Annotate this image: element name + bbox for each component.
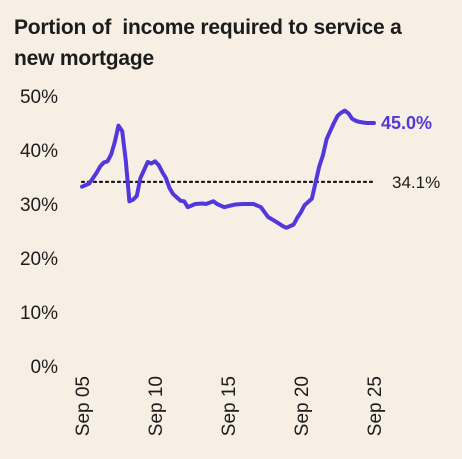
x-tick-label: Sep 15 (219, 376, 240, 436)
y-tick-label: 40% (20, 141, 58, 162)
end-value-label: 45.0% (381, 113, 432, 133)
y-tick-label: 30% (20, 195, 58, 216)
x-tick-label: Sep 25 (365, 376, 386, 436)
x-tick-label: Sep 20 (292, 376, 313, 436)
x-tick-label: Sep 05 (73, 376, 94, 436)
series-line (80, 108, 376, 230)
y-tick-label: 50% (20, 87, 58, 108)
y-axis-ticks: 0% 10% 20% 30% 40% 50% (20, 87, 58, 378)
y-tick-label: 10% (20, 303, 58, 324)
y-tick-label: 20% (20, 249, 58, 270)
chart-title: Portion of income required to service a … (14, 16, 408, 70)
x-tick-label: Sep 10 (146, 376, 167, 436)
reference-line-label: 34.1% (392, 173, 440, 192)
x-axis-ticks: Sep 05 Sep 10 Sep 15 Sep 20 Sep 25 (73, 376, 386, 436)
y-tick-label: 0% (31, 357, 59, 378)
